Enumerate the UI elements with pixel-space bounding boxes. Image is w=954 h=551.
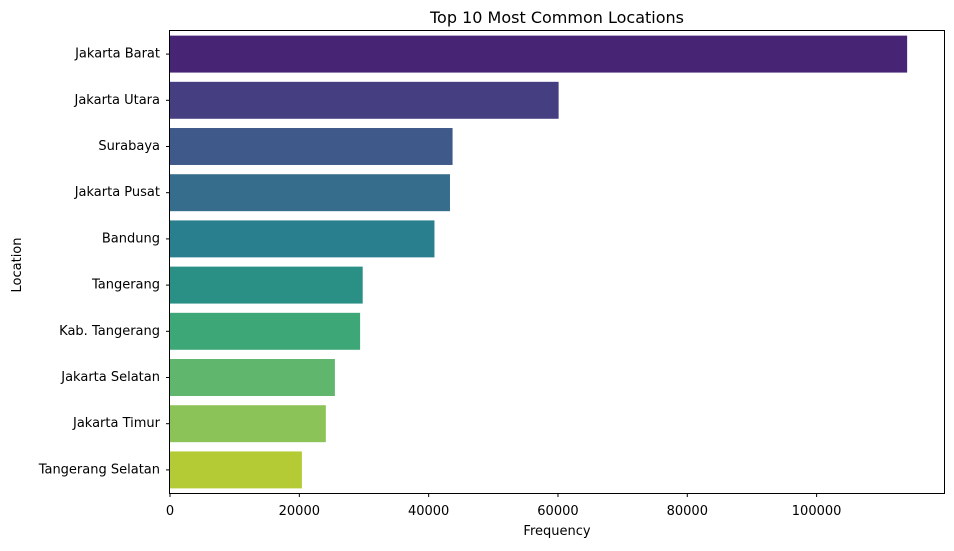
bar-bandung (170, 220, 435, 258)
bar-jakarta-pusat (170, 174, 450, 212)
bar-surabaya (170, 128, 453, 165)
bar-kab-tangerang (170, 312, 361, 350)
bar-tangerang (170, 266, 363, 304)
bar-tangerang-selatan (170, 451, 302, 489)
bar-jakarta-timur (170, 405, 326, 443)
y-axis-title: Location (10, 238, 25, 293)
x-tick-label: 60000 (537, 504, 578, 519)
x-axis-title: Frequency (523, 524, 590, 539)
y-tick-label: Bandung (102, 231, 160, 246)
y-tick-label: Jakarta Barat (74, 47, 160, 62)
x-tick-label: 20000 (279, 504, 320, 519)
bars-layer (170, 35, 908, 489)
plot-frame (169, 30, 945, 494)
chart-title: Top 10 Most Common Locations (429, 8, 684, 27)
x-axis-ticks: 0 20000 40000 60000 80000 100000 (166, 493, 842, 519)
y-tick-label: Jakarta Timur (72, 416, 161, 431)
y-axis-ticks: Jakarta Barat Jakarta Utara Surabaya Jakart… (38, 47, 170, 477)
y-tick-label: Jakarta Selatan (60, 370, 160, 385)
y-tick-label: Tangerang Selatan (38, 462, 160, 477)
y-tick-label: Surabaya (98, 139, 160, 154)
y-tick-label: Jakarta Utara (74, 93, 161, 108)
bar-jakarta-selatan (170, 359, 335, 396)
bar-jakarta-utara (170, 81, 559, 119)
x-tick-label: 80000 (667, 504, 708, 519)
bar-jakarta-barat (170, 35, 908, 73)
x-tick-label: 100000 (792, 504, 842, 519)
x-tick-label: 0 (166, 504, 174, 519)
y-tick-label: Jakarta Pusat (74, 185, 160, 200)
y-tick-label: Tangerang (91, 278, 160, 293)
y-tick-label: Kab. Tangerang (59, 324, 160, 339)
x-tick-label: 40000 (408, 504, 449, 519)
